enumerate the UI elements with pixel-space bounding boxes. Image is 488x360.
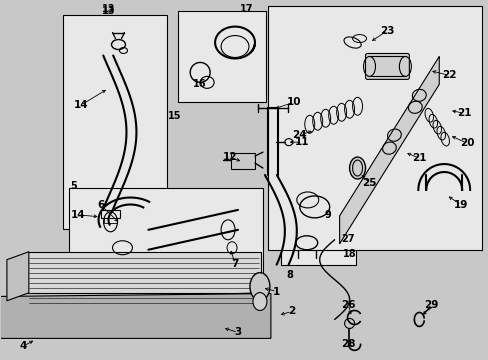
Text: 27: 27 — [340, 234, 354, 244]
Polygon shape — [7, 293, 261, 327]
Text: 3: 3 — [234, 327, 241, 337]
Text: 21: 21 — [456, 108, 470, 118]
Text: 21: 21 — [411, 153, 426, 163]
Text: 25: 25 — [362, 178, 376, 188]
Ellipse shape — [349, 157, 365, 179]
Text: 22: 22 — [441, 71, 455, 80]
Bar — [280, 180, 355, 265]
Text: 26: 26 — [341, 300, 355, 310]
Text: 5: 5 — [70, 181, 77, 191]
Bar — [101, 210, 120, 218]
Polygon shape — [27, 252, 261, 293]
Ellipse shape — [249, 273, 269, 301]
Text: 9: 9 — [324, 210, 330, 220]
Text: 17: 17 — [240, 4, 253, 14]
Text: 13: 13 — [102, 6, 115, 15]
Text: 16: 16 — [193, 79, 206, 89]
Text: 10: 10 — [286, 97, 301, 107]
Text: 15: 15 — [167, 111, 181, 121]
Text: 20: 20 — [459, 138, 473, 148]
Text: 7: 7 — [231, 259, 238, 269]
Bar — [267, 6, 481, 250]
Text: 6: 6 — [97, 200, 104, 210]
Text: 23: 23 — [379, 26, 394, 36]
Text: 1: 1 — [273, 287, 280, 297]
Text: 18: 18 — [342, 249, 356, 259]
Polygon shape — [7, 252, 29, 301]
Text: 14: 14 — [73, 100, 88, 110]
Text: 19: 19 — [453, 200, 468, 210]
Text: 4: 4 — [19, 341, 26, 351]
Bar — [68, 188, 263, 278]
Text: 11: 11 — [294, 137, 308, 147]
Text: 14: 14 — [70, 210, 85, 220]
Ellipse shape — [252, 293, 266, 310]
Text: 2: 2 — [287, 306, 295, 316]
Text: 29: 29 — [423, 300, 438, 310]
FancyBboxPatch shape — [365, 54, 408, 80]
Bar — [62, 15, 167, 229]
Bar — [103, 218, 117, 223]
Text: 12: 12 — [223, 152, 237, 162]
Polygon shape — [339, 57, 438, 244]
Text: 28: 28 — [341, 339, 355, 349]
Text: 8: 8 — [286, 270, 293, 280]
Text: 24: 24 — [292, 130, 306, 140]
Text: 13: 13 — [102, 4, 115, 14]
Bar — [230, 153, 254, 169]
Polygon shape — [0, 293, 270, 338]
Bar — [178, 11, 265, 102]
